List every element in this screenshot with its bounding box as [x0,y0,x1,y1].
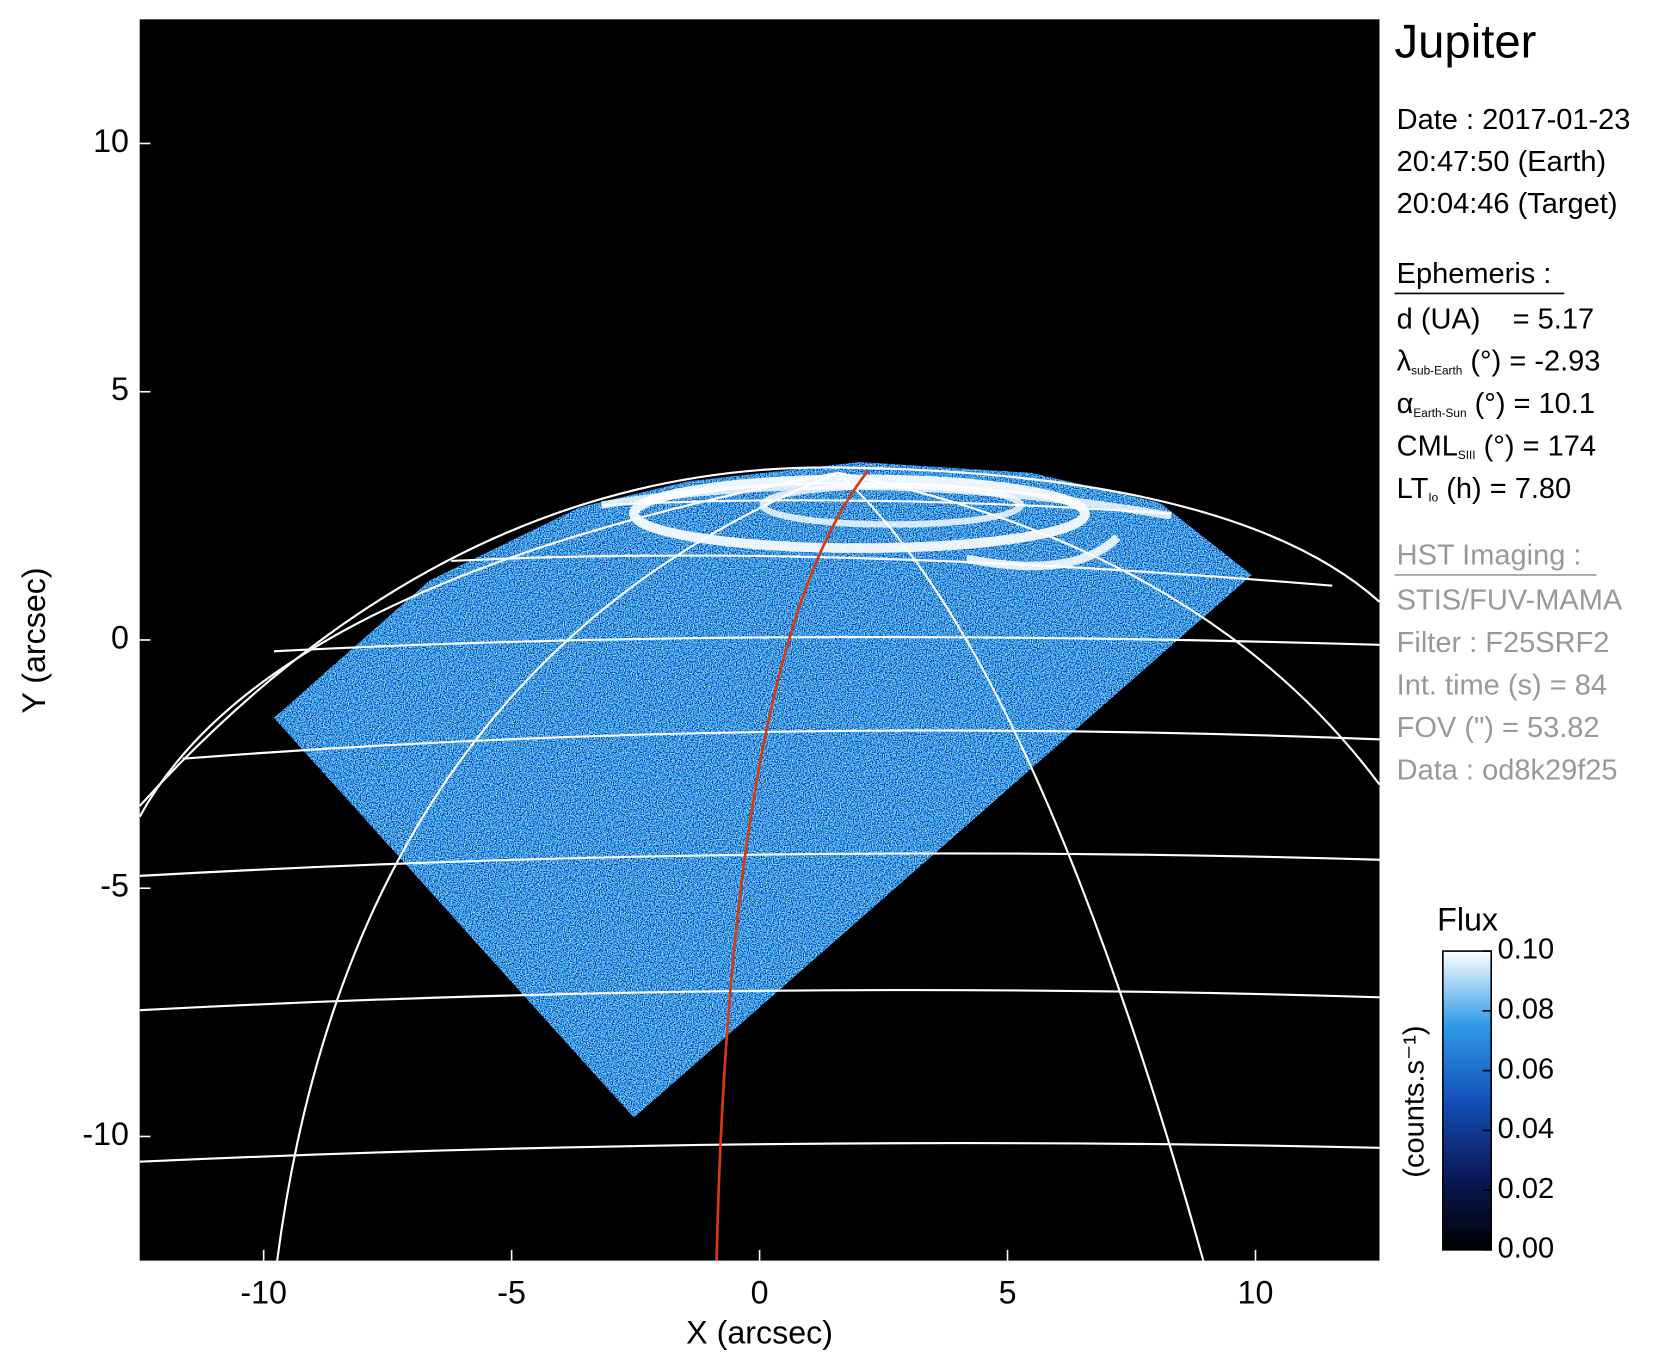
section-heading: Ephemeris : [1397,258,1552,290]
sub-meridian [715,469,870,1261]
image-layer [139,462,1380,1261]
ephemeris-value: (°) = -2.93 [1462,345,1600,377]
imaging-line: Int. time (s) = 84 [1397,669,1607,701]
colorbar [1442,950,1493,1251]
ephemeris-symbol: CML [1397,430,1458,462]
longitude-line [276,471,839,1261]
colorbar-tick-label: 0.04 [1498,1113,1554,1145]
ephemeris-subscript: SIII [1458,448,1476,462]
fov-image [273,462,1252,1118]
x-tick-label: 10 [1238,1275,1274,1311]
latitude-line [139,1142,1380,1163]
colorbar-title: Flux [1437,902,1498,938]
x-tick-label: -10 [240,1275,287,1311]
y-tick-label: -10 [82,1116,129,1152]
colorbar-tick-label: 0.06 [1498,1053,1554,1085]
x-axis-label: X (arcsec) [686,1314,833,1350]
latitude-line [601,499,1172,515]
imaging-line: Filter : F25SRF2 [1397,627,1610,659]
x-tick-label: 5 [999,1275,1017,1311]
ephemeris-line: LTIo (h) = 7.80 [1397,473,1572,505]
imaging-line: Data : od8k29f25 [1397,754,1618,786]
colorbar-tick-label: 0.10 [1498,934,1554,966]
limb [139,466,1380,807]
y-axis-label: Y (arcsec) [16,567,52,713]
ephemeris-subscript: Earth-Sun [1413,406,1466,420]
longitude-line [139,471,839,818]
x-tick-label: -5 [497,1275,526,1311]
ephemeris-symbol: LT [1397,473,1429,505]
ephemeris-value: (°) = 10.1 [1467,388,1595,420]
ephemeris-symbol: λ [1397,345,1412,377]
imaging-line: STIS/FUV-MAMA [1397,584,1623,616]
y-tick-label: 10 [93,123,129,159]
ephemeris-subscript: Io [1428,491,1438,505]
longitude-line [837,472,1205,1261]
y-tick-label: 0 [111,619,129,655]
ephemeris-line: d (UA) = 5.17 [1397,303,1594,335]
ephemeris-line: λsub-Earth (°) = -2.93 [1397,345,1601,377]
colorbar-label: (counts.s⁻¹) [1399,1025,1431,1177]
ephemeris-value: (h) = 7.80 [1438,473,1571,505]
date-line: 20:47:50 (Earth) [1397,146,1607,178]
colorbar-tick-label: 0.02 [1498,1173,1554,1205]
ephemeris-symbol: d (UA) = 5.17 [1397,303,1594,335]
latitude-line [451,554,1333,587]
y-tick-label: -5 [100,868,129,904]
colorbar-tick-label: 0.00 [1498,1233,1554,1265]
imaging-line: FOV (") = 53.82 [1397,712,1600,744]
colorbar-tick-label: 0.08 [1498,994,1554,1026]
ephemeris-symbol: α [1397,388,1414,420]
x-tick-label: 0 [751,1275,769,1311]
date-line: Date : 2017-01-23 [1397,104,1631,136]
longitude-line [837,471,1380,786]
latitude-line [139,852,1380,877]
ephemeris-line: CMLSIII (°) = 174 [1397,430,1596,462]
aurora [601,474,1172,571]
ephemeris-subscript: sub-Earth [1411,363,1462,377]
section-heading: HST Imaging : [1397,539,1582,571]
ephemeris-line: αEarth-Sun (°) = 10.1 [1397,388,1595,420]
info-title: Jupiter [1395,16,1537,69]
date-line: 20:04:46 (Target) [1397,188,1618,220]
y-tick-label: 5 [111,371,129,407]
ephemeris-value: (°) = 174 [1476,430,1596,462]
latitude-line [139,988,1380,1012]
